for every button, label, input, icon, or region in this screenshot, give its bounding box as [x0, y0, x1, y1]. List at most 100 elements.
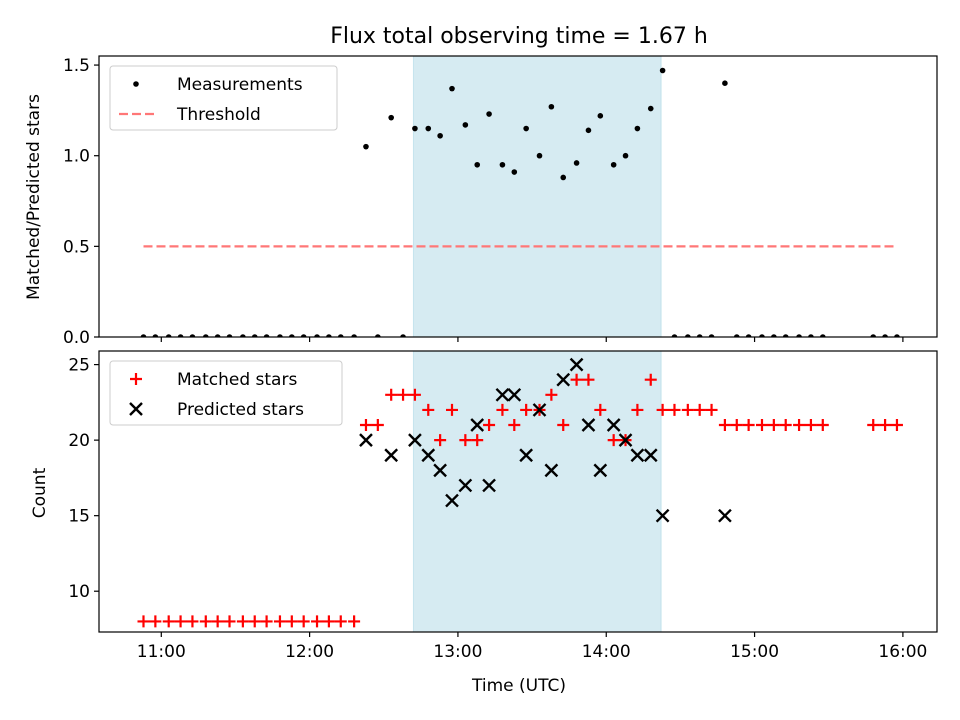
measurements-point: [745, 334, 752, 337]
matched-stars-point: [508, 419, 521, 432]
matched-stars-point: [459, 434, 472, 447]
ylabel-count: Count: [30, 467, 50, 518]
x-tick-label: 15:00: [730, 642, 779, 662]
measurements-point: [548, 103, 555, 110]
matched-stars-point: [348, 615, 361, 628]
measurements-point: [226, 334, 233, 337]
y-tick-label: 20: [68, 431, 90, 451]
matched-stars-point: [223, 615, 236, 628]
measurements-point: [363, 143, 369, 150]
measurements-point: [808, 334, 814, 337]
measurements-point: [202, 334, 209, 337]
matched-stars-point: [422, 403, 435, 416]
legend-label-matched-stars: Matched stars: [177, 370, 297, 390]
measurements-point: [585, 127, 592, 134]
measurements-point: [696, 334, 703, 337]
measurements-point: [622, 152, 629, 159]
measurements-point: [189, 334, 196, 337]
matched-stars-point: [879, 419, 892, 432]
xlabel: Time (UTC): [471, 676, 566, 696]
measurements-point: [722, 80, 728, 86]
matched-stars-point: [582, 373, 595, 386]
measurements-point: [771, 334, 777, 337]
matched-stars-point: [359, 419, 372, 432]
legend-marker-predicted-stars: [129, 402, 143, 416]
x-tick-label: 13:00: [433, 642, 482, 662]
predicted-stars-point: [495, 387, 510, 402]
predicted-stars-point: [408, 433, 422, 447]
matched-stars-point: [779, 419, 792, 432]
measurements-point: [573, 160, 580, 166]
predicted-stars-point: [655, 508, 670, 523]
matched-stars-point: [297, 615, 310, 628]
measurements-point: [486, 111, 492, 117]
matched-stars-point: [705, 403, 718, 416]
predicted-stars-point: [593, 463, 608, 478]
y-tick-label: 10: [68, 582, 90, 602]
matched-stars-point: [607, 434, 620, 447]
matched-stars-point: [273, 615, 286, 628]
measurements-point: [277, 334, 283, 337]
measurements-point: [523, 125, 529, 132]
matched-stars-point: [755, 419, 768, 432]
measurements-point: [733, 334, 740, 337]
matched-stars-point: [656, 403, 669, 416]
measurements-point: [536, 152, 543, 159]
matched-stars-point: [248, 615, 261, 628]
predicted-stars-point: [606, 418, 621, 432]
x-tick-label: 16:00: [878, 642, 927, 662]
predicted-stars-point: [519, 448, 534, 463]
legend-marker-measurements: [133, 81, 139, 87]
measurements-point: [449, 85, 455, 92]
matched-stars-point: [322, 615, 335, 628]
predicted-stars-point: [618, 433, 633, 447]
matched-stars-point: [631, 403, 644, 416]
matched-stars-point: [890, 419, 903, 432]
matched-stars-point: [545, 388, 558, 401]
measurements-point: [499, 161, 506, 168]
measurements-point: [870, 334, 877, 337]
predicted-stars-point: [359, 433, 373, 447]
predicted-stars-point: [421, 448, 436, 463]
matched-stars-point: [408, 388, 421, 401]
measurements-point: [511, 169, 518, 175]
legend-box: [109, 65, 338, 131]
matched-stars-point: [867, 419, 880, 432]
matched-stars-point: [570, 373, 583, 386]
predicted-stars-point: [544, 463, 559, 478]
matched-stars-point: [260, 615, 273, 628]
predicted-stars-point: [556, 372, 571, 387]
predicted-stars-point: [643, 448, 658, 463]
y-tick-label: 1.0: [63, 147, 90, 167]
legend-marker-matched-stars: [130, 373, 142, 385]
measurements-point: [400, 334, 406, 337]
legend-box: [109, 360, 343, 426]
measurements-point: [671, 334, 678, 337]
plot-area: [140, 67, 900, 337]
measurements-point: [685, 334, 691, 337]
matched-stars-point: [483, 419, 496, 432]
y-tick-label: 0.0: [63, 328, 90, 348]
predicted-stars-point: [458, 478, 473, 493]
matched-stars-point: [804, 419, 817, 432]
measurements-point: [796, 334, 802, 337]
matched-stars-point: [594, 403, 607, 416]
matched-stars-point: [434, 434, 447, 447]
measurements-point: [647, 105, 654, 112]
measurements-point: [462, 122, 469, 128]
measurements-point: [351, 334, 357, 337]
measurements-point: [597, 113, 604, 119]
shaded-span: [412, 350, 662, 633]
predicted-stars-point: [482, 478, 496, 493]
measurements-point: [388, 114, 394, 121]
matched-stars-point: [718, 419, 731, 432]
predicted-stars-point: [532, 403, 547, 417]
matched-stars-point: [334, 615, 347, 628]
measurements-point: [610, 161, 617, 168]
matched-stars-point: [199, 615, 212, 628]
ylabel-ratio: Matched/Predicted stars: [24, 94, 44, 300]
matched-stars-point: [162, 615, 175, 628]
predicted-stars-point: [581, 418, 596, 432]
matched-stars-point: [767, 419, 780, 432]
